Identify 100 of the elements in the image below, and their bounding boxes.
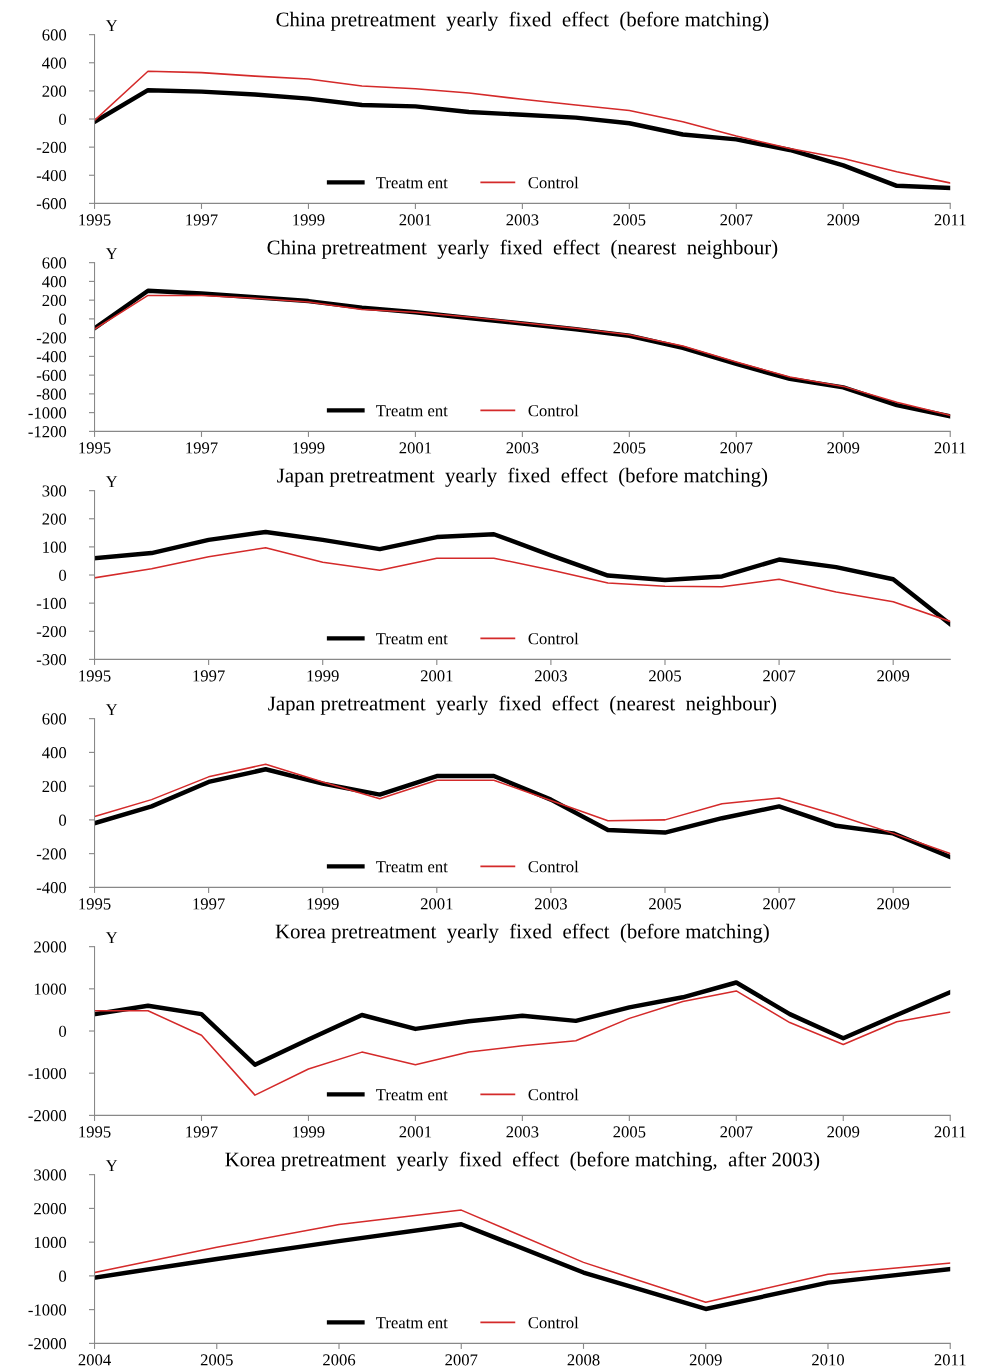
x-tick-label: 2005 xyxy=(613,214,646,226)
chart-title: Korea pretreatment yearly fixed effect (before matching) xyxy=(275,923,769,943)
x-tick-label: 2007 xyxy=(720,442,753,454)
y-tick-label: 200 xyxy=(42,294,67,307)
y-tick-label: -800 xyxy=(36,388,67,400)
x-tick-label: 2010 xyxy=(812,1354,845,1366)
x-tick-label: 2007 xyxy=(720,1126,753,1138)
y-tick-label: 1000 xyxy=(34,983,67,995)
y-axis-title: Y xyxy=(105,476,118,488)
x-tick-label: 2001 xyxy=(399,442,432,454)
line-series xyxy=(94,87,951,191)
y-tick-label: -600 xyxy=(36,198,67,210)
legend-label: Treatm ent xyxy=(376,1317,448,1329)
y-tick-label: 400 xyxy=(42,747,67,759)
x-tick-label: 2007 xyxy=(720,214,753,226)
x-tick-label: 2001 xyxy=(399,1126,432,1138)
x-tick-label: 1999 xyxy=(307,670,339,682)
y-tick-label: 600 xyxy=(42,713,67,725)
x-tick-label: 1999 xyxy=(293,214,325,226)
y-axis-title: Y xyxy=(105,248,118,260)
y-tick-label: -300 xyxy=(36,654,67,666)
x-tick-label: 2008 xyxy=(567,1354,600,1366)
x-tick-label: 2003 xyxy=(506,442,539,454)
legend-label: Control xyxy=(528,1316,579,1329)
legend-label: Treatm ent xyxy=(376,177,448,189)
y-tick-label: 0 xyxy=(59,814,67,826)
x-tick-label: 2009 xyxy=(877,670,910,682)
x-tick-label: 2009 xyxy=(877,898,910,910)
y-tick-label: -400 xyxy=(36,351,67,363)
y-tick-label: 100 xyxy=(43,541,67,553)
legend-label: Control xyxy=(528,176,579,189)
x-tick-label: 2001 xyxy=(420,670,453,682)
y-tick-label: 0 xyxy=(59,1025,67,1037)
legend-label: Control xyxy=(528,404,579,417)
chart-title: Korea pretreatment yearly fixed effect (before matching, after 2003) xyxy=(225,1151,820,1171)
x-tick-label: 1997 xyxy=(193,898,225,910)
x-tick-label: 1999 xyxy=(293,442,325,454)
x-tick-label: 2004 xyxy=(78,1354,111,1366)
x-tick-label: 2005 xyxy=(613,442,646,454)
y-tick-label: 0 xyxy=(59,1270,67,1282)
y-tick-label: 200 xyxy=(42,513,67,525)
legend-label: Treatm ent xyxy=(376,1089,448,1101)
y-tick-label: -200 xyxy=(36,848,67,860)
y-tick-label: -2000 xyxy=(28,1110,67,1122)
x-tick-label: 2011 xyxy=(934,1354,966,1366)
chart-title: Japan pretreatment yearly fixed effect (before matching) xyxy=(277,467,768,487)
chart-title: Japan pretreatment yearly fixed effect (nearest neighbour) xyxy=(268,695,777,715)
legend-label: Treatm ent xyxy=(376,633,448,645)
x-tick-label: 2005 xyxy=(649,670,682,682)
legend-label: Treatm ent xyxy=(376,405,448,417)
x-tick-label: 2011 xyxy=(934,214,966,226)
line-series xyxy=(94,1222,951,1312)
x-tick-label: 2009 xyxy=(827,214,860,226)
x-tick-label: 1995 xyxy=(79,1126,111,1138)
x-tick-label: 2003 xyxy=(534,670,567,682)
y-tick-label: -1000 xyxy=(28,1304,67,1316)
x-tick-label: 1995 xyxy=(79,442,111,454)
line-series xyxy=(94,980,951,1067)
y-axis-title: Y xyxy=(105,704,118,716)
x-tick-label: 1995 xyxy=(79,214,111,226)
y-tick-label: 200 xyxy=(42,85,67,97)
x-tick-label: 1995 xyxy=(79,898,111,910)
y-tick-label: -200 xyxy=(36,625,67,638)
y-tick-label: 3000 xyxy=(34,1169,67,1181)
x-tick-label: 2007 xyxy=(763,670,796,682)
legend-label: Control xyxy=(528,1088,579,1101)
x-tick-label: 1999 xyxy=(307,898,339,910)
legend-label: Treatm ent xyxy=(376,861,448,873)
y-axis-title: Y xyxy=(105,932,118,944)
y-tick-label: 300 xyxy=(42,485,67,497)
x-tick-label: 2003 xyxy=(506,1126,539,1138)
line-series xyxy=(94,546,951,623)
y-tick-label: -400 xyxy=(36,882,67,894)
y-tick-label: 600 xyxy=(42,29,67,41)
x-tick-label: 2001 xyxy=(420,898,453,910)
y-tick-label: 400 xyxy=(42,57,67,69)
x-tick-label: 1997 xyxy=(186,1126,218,1138)
y-tick-label: 1000 xyxy=(34,1236,67,1249)
y-tick-label: 2000 xyxy=(34,1203,67,1215)
line-series xyxy=(94,1209,951,1303)
x-tick-label: 2011 xyxy=(934,1126,966,1138)
y-tick-label: -600 xyxy=(36,369,67,382)
chart-title: China pretreatment yearly fixed effect (before matching) xyxy=(276,11,769,31)
legend-label: Control xyxy=(528,860,579,873)
x-tick-label: 2003 xyxy=(534,898,567,910)
x-tick-label: 1995 xyxy=(79,670,111,682)
x-tick-label: 2003 xyxy=(506,214,539,226)
x-tick-label: 1999 xyxy=(293,1126,325,1138)
x-tick-label: 2005 xyxy=(200,1354,233,1366)
y-axis-title: Y xyxy=(105,1160,118,1172)
x-tick-label: 2007 xyxy=(763,898,796,910)
x-tick-label: 1997 xyxy=(186,214,218,226)
y-tick-label: -1200 xyxy=(28,426,67,438)
y-tick-label: 400 xyxy=(42,276,67,288)
x-tick-label: 2005 xyxy=(649,898,682,910)
y-tick-label: -1000 xyxy=(28,1067,67,1080)
x-tick-label: 2006 xyxy=(323,1354,356,1366)
x-tick-label: 2009 xyxy=(827,1126,860,1138)
x-tick-label: 1997 xyxy=(193,670,225,682)
x-tick-label: 2009 xyxy=(827,442,860,454)
